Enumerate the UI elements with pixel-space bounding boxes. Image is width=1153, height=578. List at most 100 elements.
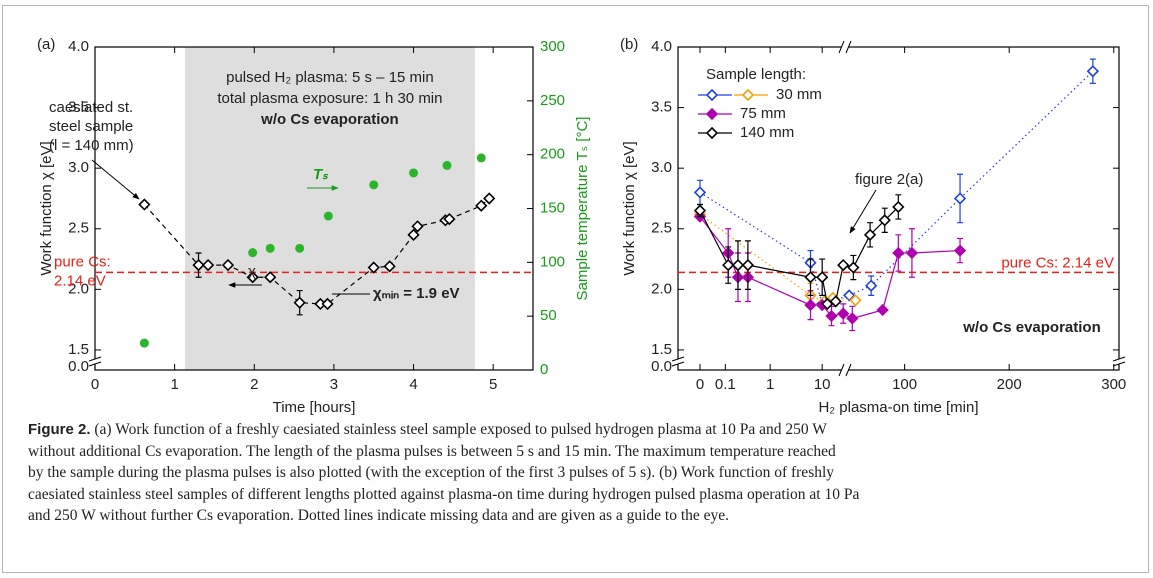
legend-marker (705, 88, 719, 102)
arrow (91, 159, 140, 200)
annotation: χ (248, 263, 256, 280)
y-tick-label: 0.0 (68, 358, 89, 375)
data-point (693, 204, 707, 217)
y2-tick-label: 150 (540, 199, 565, 216)
x-tick-label: 1 (766, 376, 774, 393)
annotation: total plasma exposure: 1 h 30 min (217, 90, 442, 107)
data-point (829, 295, 842, 308)
axis-break (1112, 361, 1126, 367)
data-point (483, 192, 496, 205)
axis-break (1112, 356, 1126, 362)
data-point (442, 160, 452, 170)
y-tick-label: 1.5 (68, 341, 89, 358)
axis-break (671, 356, 685, 362)
panel-label: (a) (37, 36, 55, 53)
x-tick-label: 4 (409, 376, 417, 393)
annotation: χₘᵢₙ = 1.9 eV (373, 285, 460, 302)
y-tick-label: 2.0 (68, 280, 89, 297)
data-point (905, 246, 919, 260)
data-point (383, 260, 396, 273)
axis-break (671, 361, 685, 367)
y-tick-label: 3.0 (651, 159, 672, 176)
axis-break-gap (90, 359, 100, 364)
x-tick-label: 0 (696, 376, 704, 393)
data-point (816, 271, 829, 284)
y2-tick-label: 0 (540, 361, 548, 378)
data-point (221, 258, 235, 272)
axis-break (838, 363, 845, 377)
data-point (409, 168, 419, 178)
data-point (139, 338, 149, 348)
reference-label: pure Cs: 2.14 eV (1001, 254, 1114, 271)
data-point (323, 211, 333, 221)
y-tick-label: 3.0 (68, 159, 89, 176)
y-tick-label: 2.0 (651, 280, 672, 297)
caption-line: and 250 W without further Cs evaporation… (28, 507, 730, 525)
annotation: w/o Cs evaporation (260, 111, 399, 128)
shaded-span (184, 47, 475, 370)
data-point (847, 261, 860, 274)
annotation: (l = 140 mm) (49, 137, 134, 154)
data-point (265, 243, 275, 253)
plot-frame (677, 46, 1120, 371)
x-tick-label: 0 (91, 376, 99, 393)
data-point (192, 258, 205, 272)
x-axis-label: Time [hours] (273, 399, 356, 415)
data-point (407, 228, 420, 241)
data-point (837, 258, 850, 272)
legend-marker (705, 107, 719, 121)
caption-text: (a) Work function of a freshly caesiated… (90, 421, 827, 438)
caption-label: Figure 2. (28, 421, 91, 438)
x-tick-label: 100 (892, 376, 917, 393)
y-tick-label: 3.5 (651, 99, 672, 116)
caption-line: without additional Cs evaporation. The l… (28, 442, 836, 460)
y-tick-label: 1.5 (651, 341, 672, 358)
x-tick-label: 300 (1101, 376, 1126, 393)
y2-tick-label: 50 (540, 307, 557, 324)
data-point (248, 248, 258, 258)
axis-break-gap (842, 366, 848, 374)
arrow (849, 189, 877, 234)
axis-break (845, 40, 852, 54)
data-point (731, 258, 745, 272)
data-point (892, 200, 905, 214)
annotation: steel sample (49, 118, 133, 135)
y-axis-label: Work function χ [eV] (621, 141, 638, 275)
data-point (476, 153, 486, 163)
axis-break-gap (842, 43, 848, 51)
data-point (369, 180, 379, 190)
data-point (804, 298, 817, 312)
data-point (804, 271, 817, 284)
caption-line: caesiated stainless steel samples of dif… (28, 485, 860, 503)
data-point (443, 212, 456, 226)
y2-tick-label: 100 (540, 253, 565, 270)
reference-label: pure Cs: (54, 253, 111, 270)
data-point (475, 199, 488, 212)
data-point (849, 294, 862, 307)
figure-frame (2, 5, 1149, 573)
legend-label: 30 mm (776, 86, 822, 103)
data-point (295, 243, 305, 253)
y2-tick-label: 200 (540, 146, 565, 163)
data-point (138, 198, 151, 211)
axis-break-gap (673, 359, 683, 364)
reference-label: 2.14 eV (54, 272, 106, 289)
y-tick-label: 4.0 (68, 38, 89, 55)
x-tick-label: 5 (489, 376, 497, 393)
x-tick-label: 1 (170, 376, 178, 393)
annotation: caesiated st. (49, 99, 133, 116)
axis-break (88, 356, 102, 362)
legend-label: 75 mm (740, 105, 786, 122)
data-point (1086, 65, 1099, 78)
data-point (953, 192, 967, 205)
legend-label: 140 mm (740, 124, 794, 141)
x-tick-label: 200 (997, 376, 1022, 393)
y2-axis-label: Sample temperature Tₛ [°C] (574, 117, 591, 301)
data-point (693, 186, 707, 199)
x-tick-label: 3 (330, 376, 338, 393)
axis-break (838, 40, 845, 54)
y-tick-label: 3.5 (68, 99, 89, 116)
axis-break (845, 363, 852, 377)
annotation: figure 2(a) (855, 171, 923, 188)
